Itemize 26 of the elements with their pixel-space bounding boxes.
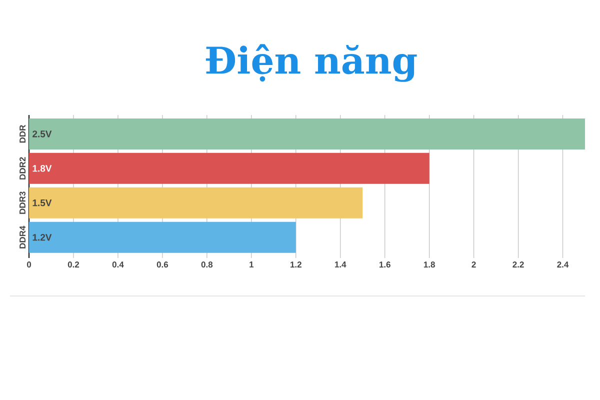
x-tick-label: 2 (472, 262, 476, 268)
bar (29, 152, 430, 184)
x-tick-label: 1.8 (424, 262, 435, 268)
y-tick-label: DDR3 (19, 192, 26, 214)
data-label: 2.5V (32, 130, 52, 138)
data-label: 1.8V (32, 165, 52, 172)
x-tick-label: 0.4 (112, 262, 124, 268)
chart-title: Điện năng (206, 44, 417, 82)
y-tick-label: DDR4 (20, 226, 26, 248)
x-tick-label: 2.4 (557, 262, 569, 268)
x-tick-label: 0.2 (68, 262, 80, 268)
y-tick-label: DDR (20, 124, 26, 143)
x-tick-label: 0 (26, 262, 32, 268)
data-label: 1.5V (32, 200, 52, 206)
bar (29, 118, 585, 150)
x-tick-label: 1.4 (334, 262, 346, 268)
x-tick-label: 1 (250, 262, 254, 268)
x-tick-label: 1.6 (379, 262, 390, 268)
x-tick-label: 0.8 (201, 262, 213, 268)
bar (29, 222, 296, 253)
x-tick-label: 1.2 (290, 262, 302, 268)
x-tick-label: 0.6 (156, 262, 168, 268)
x-tick-label: 2.2 (512, 262, 524, 268)
data-label: 1.2V (32, 234, 52, 241)
bar (29, 187, 363, 218)
y-tick-label: DDR2 (20, 157, 26, 180)
